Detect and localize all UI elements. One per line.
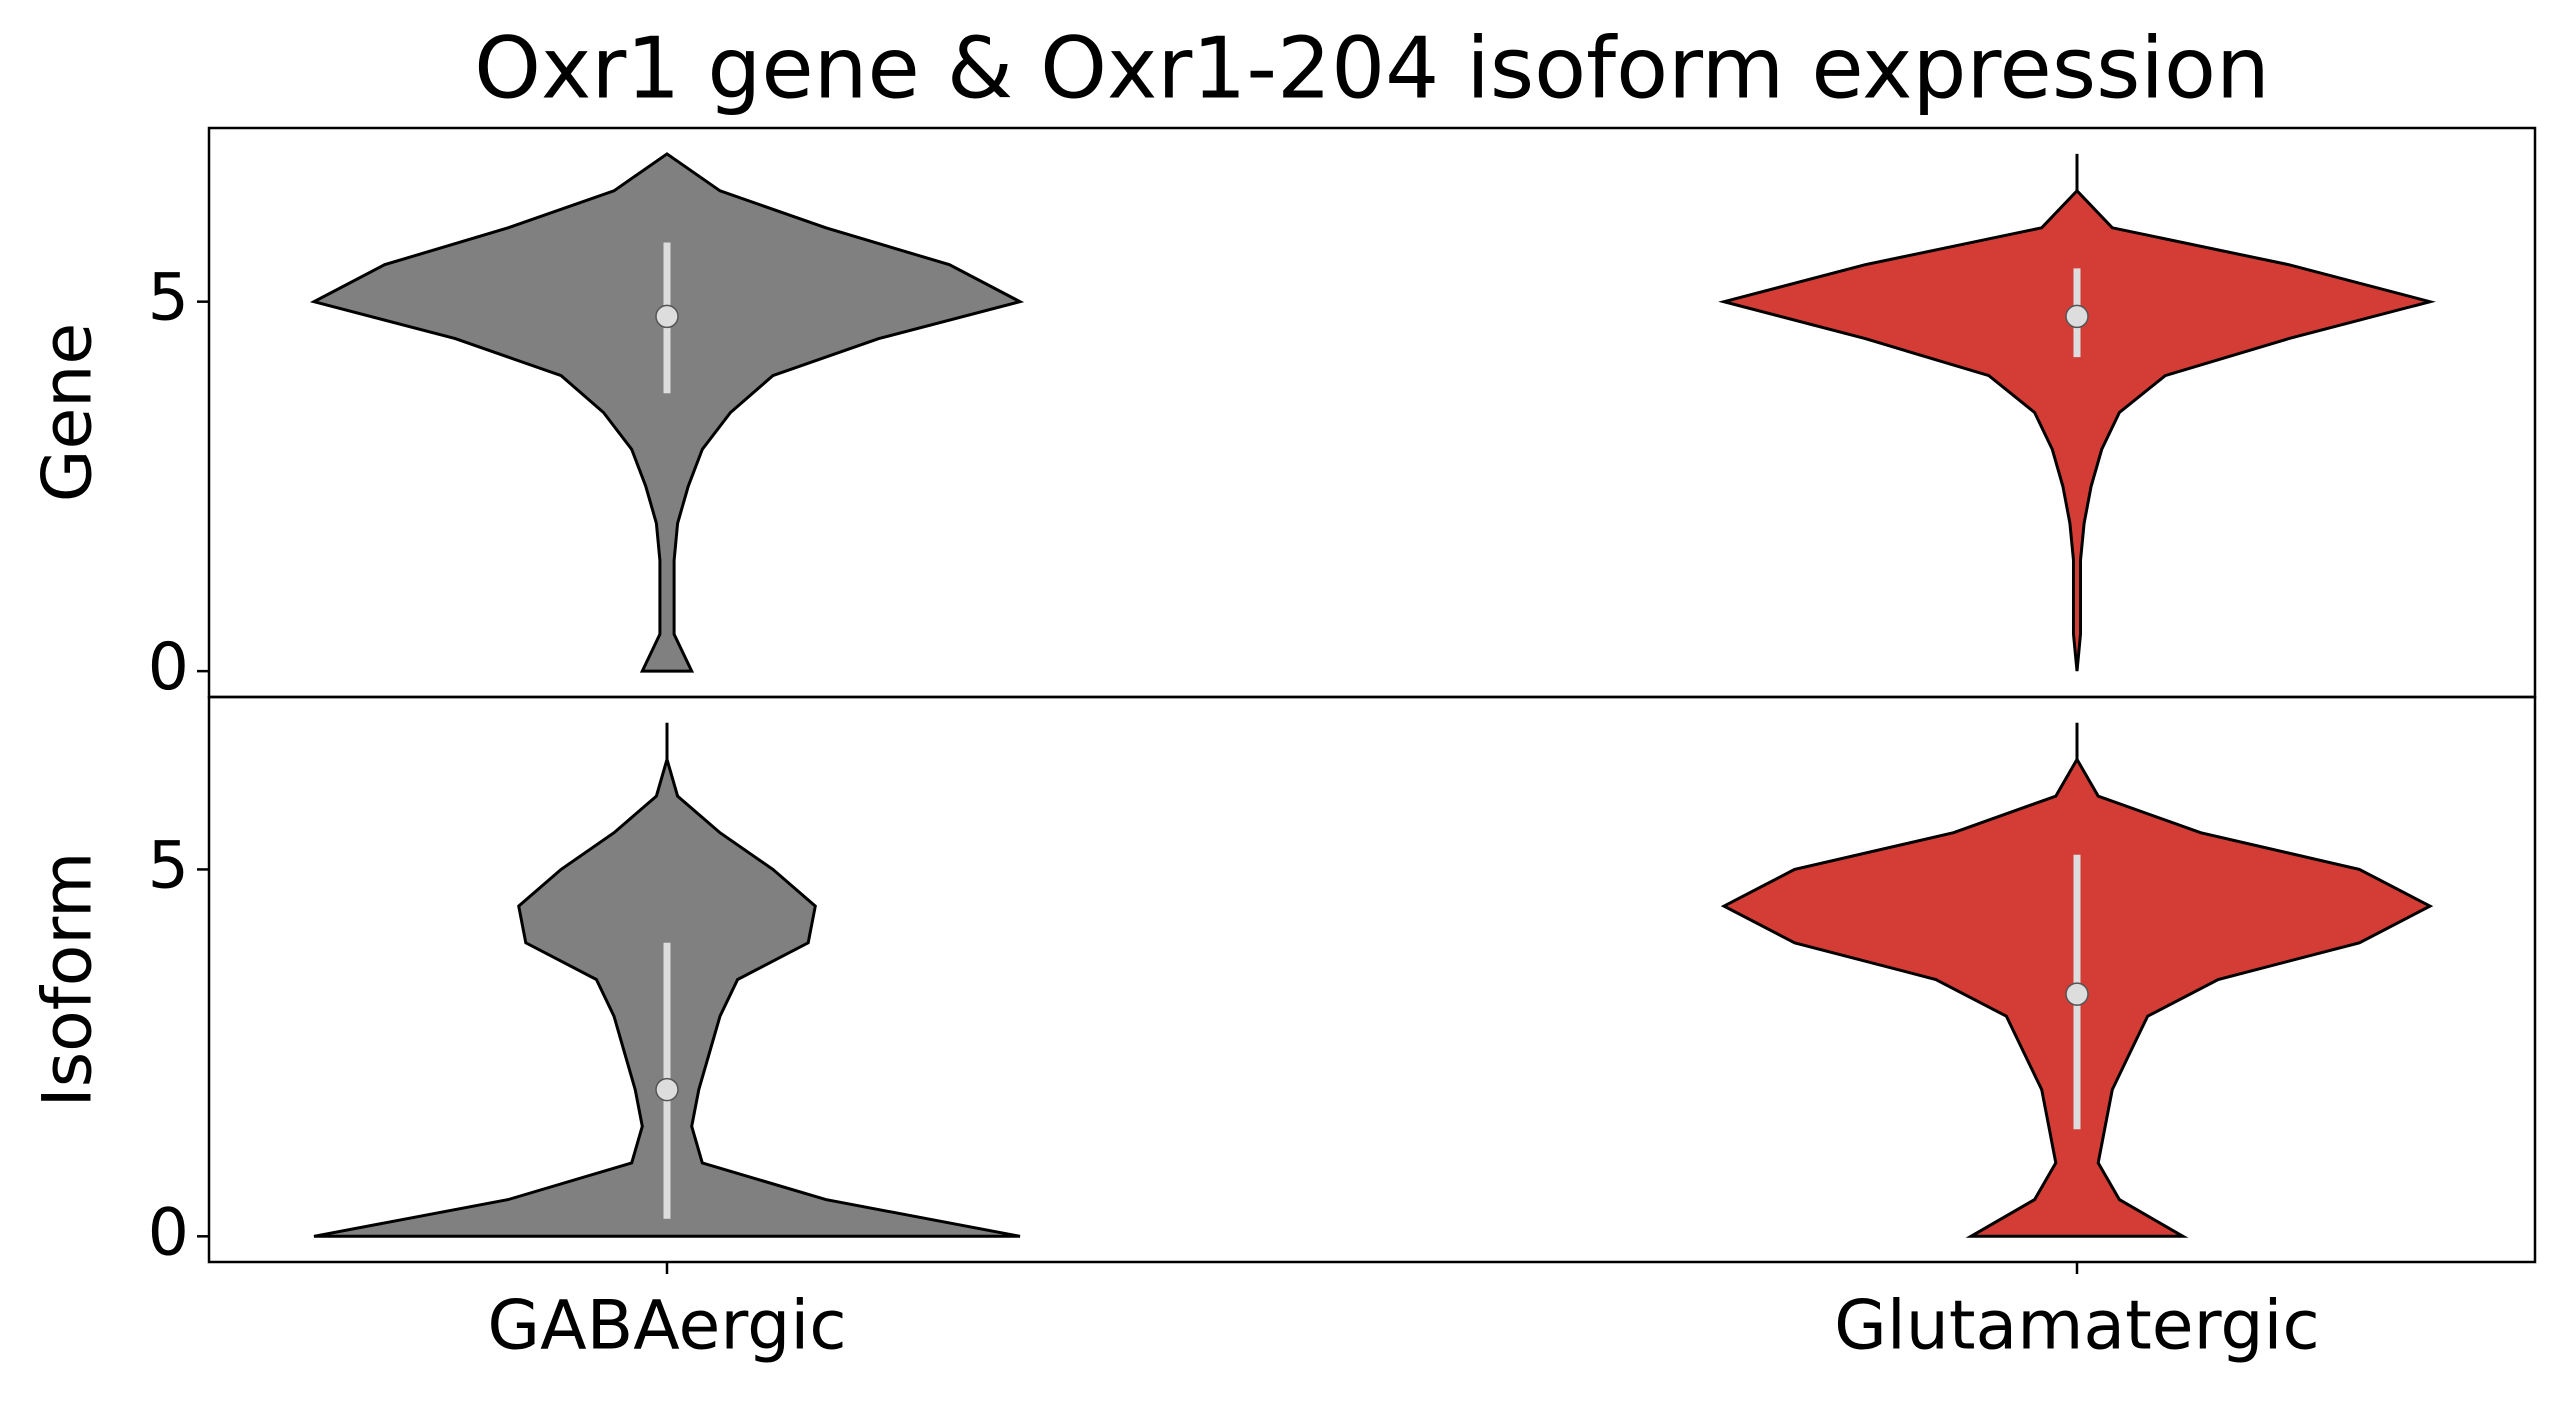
median-marker xyxy=(655,304,679,329)
y-axis-label: Gene xyxy=(29,323,108,502)
y-tick-label: 0 xyxy=(148,1195,189,1270)
axes-frame xyxy=(207,695,2537,1264)
violin xyxy=(309,152,1025,673)
violin xyxy=(1718,153,2436,672)
median-marker xyxy=(2065,304,2089,329)
y-tick-label: 5 xyxy=(148,828,189,903)
y-tick-label: 5 xyxy=(148,261,189,336)
x-tick-label: Glutamatergic xyxy=(1834,1287,2320,1366)
median-marker xyxy=(655,1077,679,1102)
median-marker xyxy=(2065,982,2089,1006)
chart-title: Oxr1 gene & Oxr1-204 isoform expression xyxy=(474,19,2270,118)
y-axis-label: Isoform xyxy=(29,852,108,1108)
x-tick-label: GABAergic xyxy=(487,1287,846,1366)
y-tick-label: 0 xyxy=(148,630,189,705)
